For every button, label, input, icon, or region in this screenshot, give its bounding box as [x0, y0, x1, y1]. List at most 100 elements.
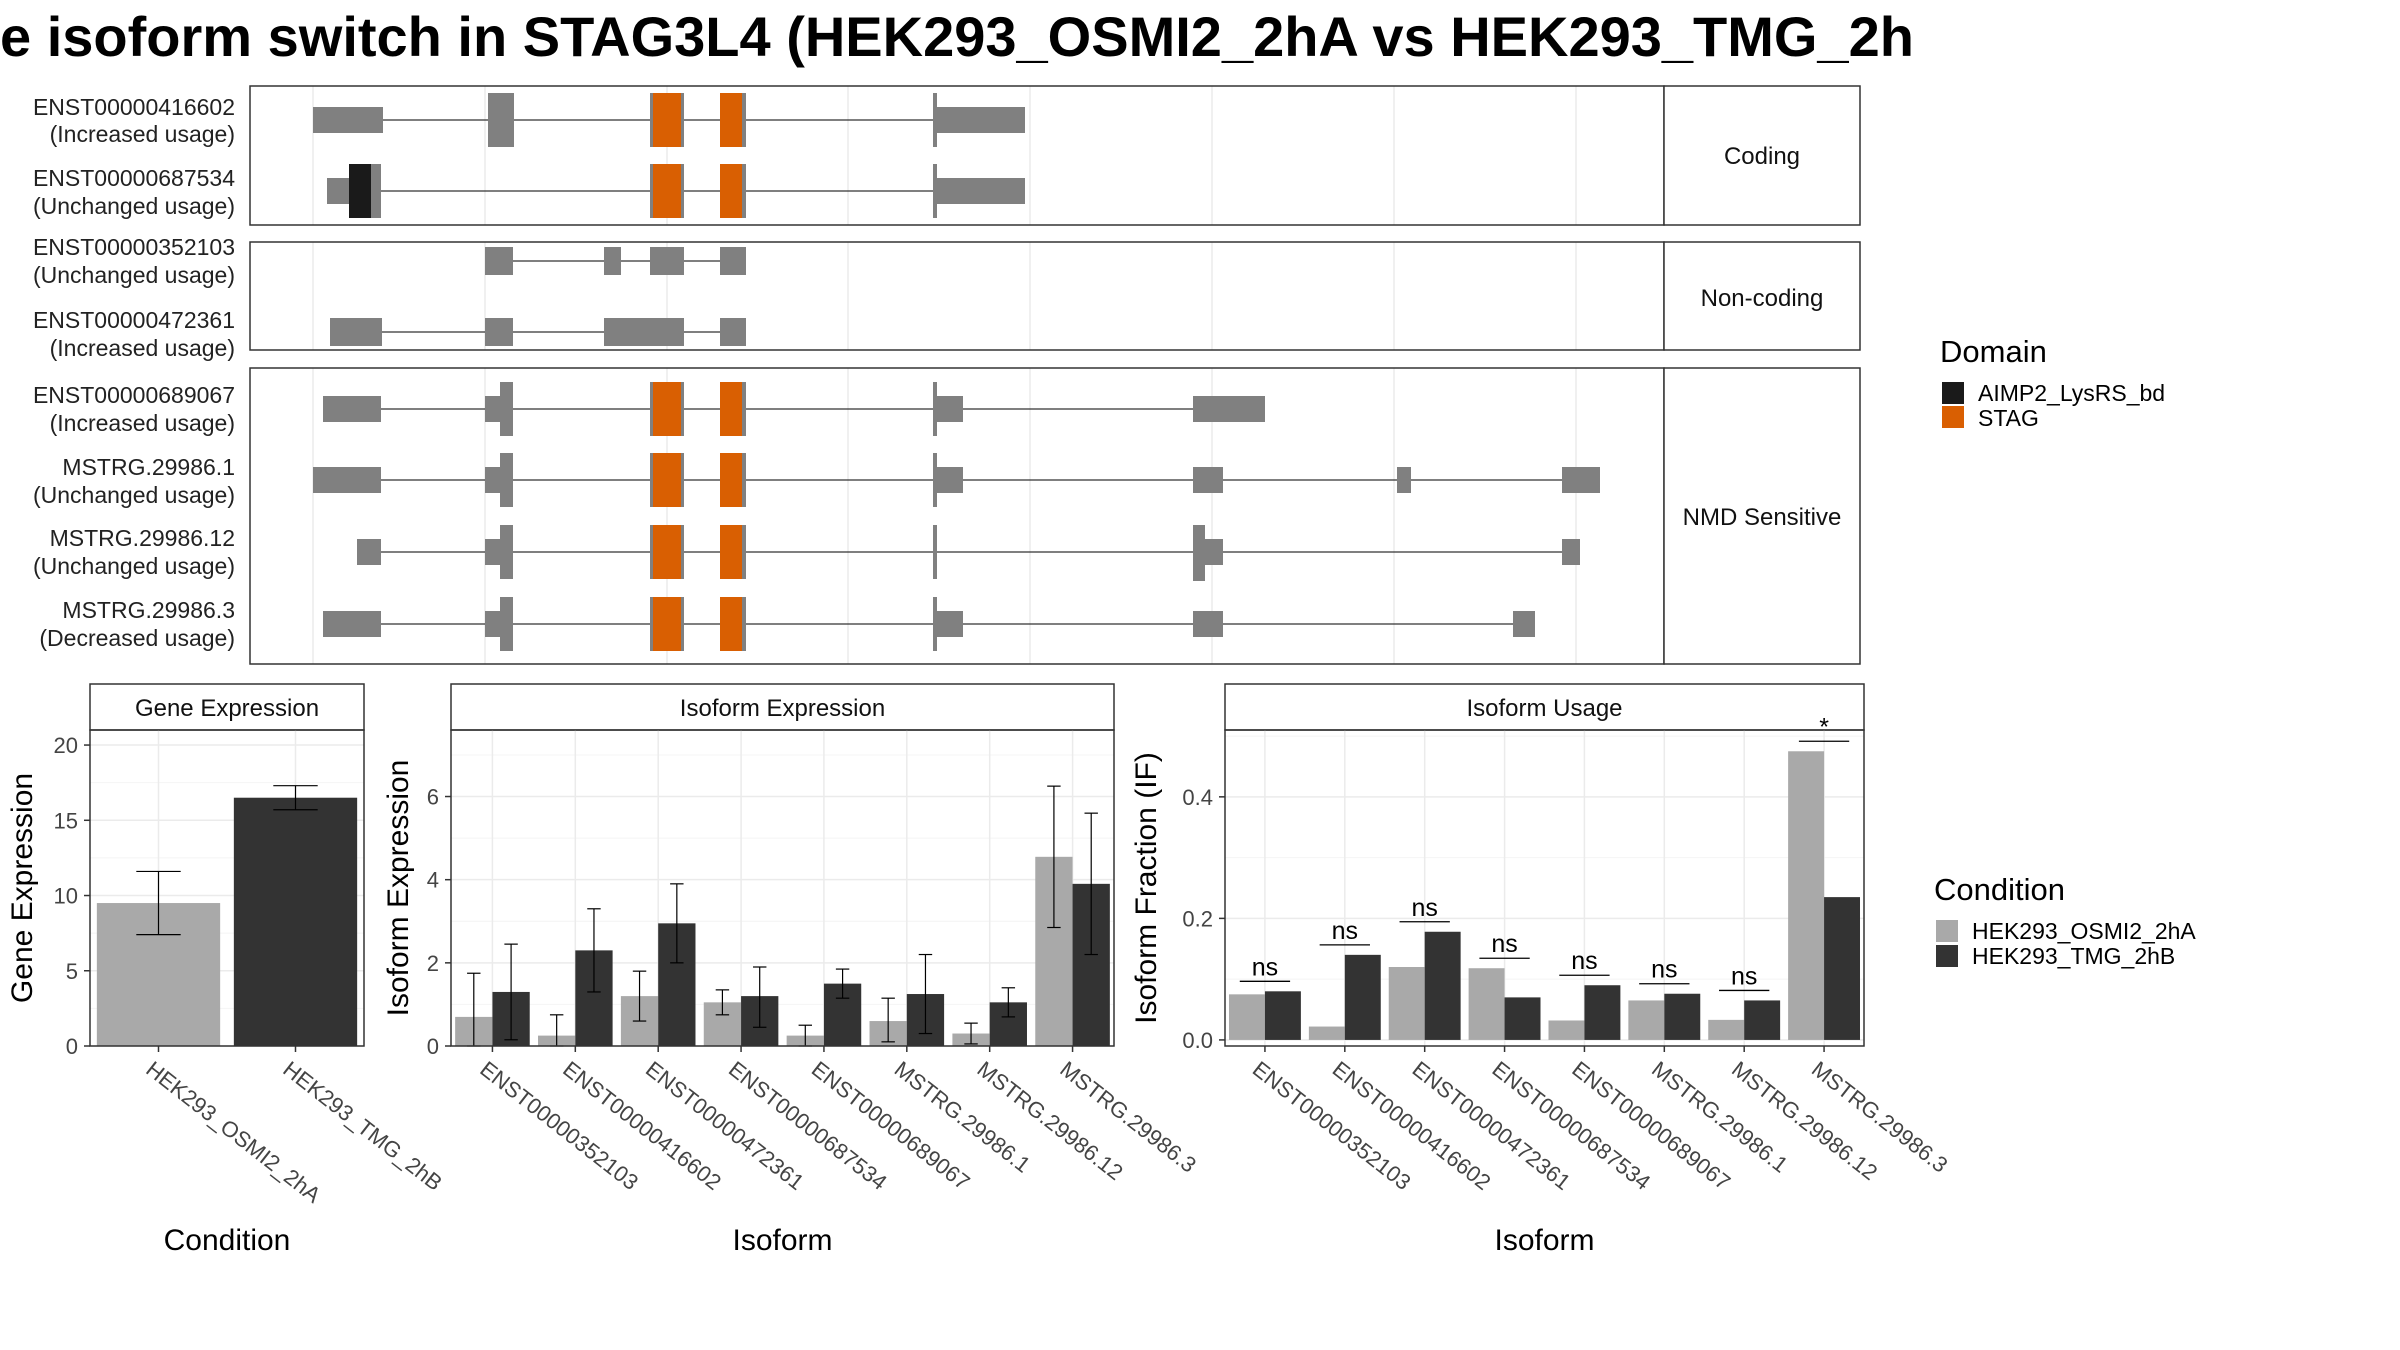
stag-domain-2	[720, 164, 742, 218]
isoform-note-ENST00000416602: (Increased usage)	[50, 121, 235, 147]
isoform-id-ENST00000687534: ENST00000687534	[33, 165, 235, 191]
structure-group-non-coding: Non-coding ENST00000352103 (Unchanged us…	[33, 234, 1861, 361]
isoform-id-ENST00000416602: ENST00000416602	[33, 94, 235, 120]
transcript-ENST00000352103	[485, 247, 746, 275]
stag-domain-2	[720, 93, 742, 147]
x-tick-label: MSTRG.29986.12	[973, 1056, 1128, 1185]
legend-label-osmi2: HEK293_OSMI2_2hA	[1972, 918, 2196, 944]
significance-label: ns	[1571, 947, 1597, 975]
bar	[1788, 751, 1825, 1040]
structure-panel-coding	[249, 85, 1665, 226]
legend-swatch-aimp2	[1942, 382, 1964, 404]
stag-domain-1	[653, 93, 681, 147]
significance-label: ns	[1731, 962, 1757, 990]
transcript-ENST00000472361	[330, 318, 746, 346]
legend-swatch-osmi2	[1936, 920, 1958, 942]
legend-swatch-tmg	[1936, 945, 1958, 967]
aimp2-domain	[349, 164, 371, 218]
significance-label: ns	[1491, 930, 1517, 958]
x-tick-label: MSTRG.29986.1	[890, 1056, 1035, 1177]
y-tick-label: 0.0	[1182, 1028, 1213, 1053]
strip-non-coding	[1663, 241, 1861, 351]
y-tick-label: 0.2	[1182, 906, 1213, 931]
y-tick-label: 4	[427, 868, 439, 893]
y-axis-title: Isoform Fraction (IF)	[1130, 752, 1163, 1024]
transcript-MSTRG.29986.1	[313, 453, 1600, 507]
strip-nmd-sensitive	[1663, 367, 1861, 665]
x-axis-title: Condition	[164, 1224, 291, 1257]
bar	[1708, 1019, 1745, 1040]
transcript-ENST00000687534	[327, 164, 1025, 218]
y-tick-label: 10	[54, 884, 78, 909]
isoform-note-MSTRG.29986.1: (Unchanged usage)	[33, 482, 235, 508]
x-tick-label: MSTRG.29986.3	[1055, 1056, 1200, 1177]
strip-coding	[1663, 85, 1861, 226]
bar	[1664, 993, 1701, 1040]
legend-label-tmg: HEK293_TMG_2hB	[1972, 943, 2175, 969]
isoform-id-ENST00000689067: ENST00000689067	[33, 382, 235, 408]
strip-label-nmd-sensitive: NMD Sensitive	[1683, 504, 1842, 531]
x-tick-label: MSTRG.29986.1	[1647, 1056, 1792, 1177]
strip-label-non-coding: Non-coding	[1701, 285, 1824, 312]
bar	[1744, 1000, 1781, 1040]
legend-swatch-stag	[1942, 406, 1964, 428]
panel-title: Isoform Expression	[680, 695, 885, 722]
bar	[1824, 897, 1861, 1040]
isoform-note-ENST00000689067: (Increased usage)	[50, 410, 235, 436]
transcript-MSTRG.29986.3	[323, 597, 1535, 651]
isoform-id-MSTRG.29986.3: MSTRG.29986.3	[62, 597, 235, 623]
legend-condition: Condition HEK293_OSMI2_2hA HEK293_TMG_2h…	[1934, 872, 2196, 969]
bar	[1344, 954, 1381, 1040]
legend-label-stag: STAG	[1978, 405, 2039, 431]
legend-condition-title: Condition	[1934, 872, 2065, 907]
bar	[1388, 967, 1425, 1040]
x-tick-label: ENST00000352103	[475, 1056, 643, 1195]
panel-title: Isoform Usage	[1466, 695, 1622, 722]
significance-label: ns	[1332, 917, 1358, 945]
bar	[233, 797, 358, 1046]
isoform-note-ENST00000352103: (Unchanged usage)	[33, 262, 235, 288]
y-tick-label: 20	[54, 733, 78, 758]
y-tick-label: 15	[54, 808, 78, 833]
x-tick-label: MSTRG.29986.3	[1807, 1056, 1952, 1177]
y-tick-label: 0	[66, 1034, 78, 1059]
legend-label-aimp2: AIMP2_LysRS_bd	[1978, 380, 2165, 406]
legend-domain: Domain AIMP2_LysRS_bd STAG	[1940, 334, 2165, 431]
isoform-usage-panel: Isoform Usage0.00.20.4nsENST00000352103n…	[1130, 683, 1952, 1257]
legend-domain-title: Domain	[1940, 334, 2047, 369]
significance-label: ns	[1651, 956, 1677, 984]
bar	[1264, 991, 1301, 1040]
panel-strip	[450, 683, 1115, 731]
x-tick-label: MSTRG.29986.12	[1727, 1056, 1882, 1185]
bar	[1228, 994, 1265, 1040]
isoform-expression-panel: Isoform Expression0246ENST00000352103ENS…	[382, 683, 1201, 1257]
bar	[1468, 968, 1505, 1040]
y-tick-label: 2	[427, 951, 439, 976]
gene-expression-panel: Gene Expression05101520HEK293_OSMI2_2hAH…	[6, 683, 447, 1257]
bar	[1424, 931, 1461, 1040]
transcript-ENST00000416602	[313, 93, 1025, 147]
isoform-note-MSTRG.29986.3: (Decreased usage)	[39, 625, 235, 651]
structure-panel-non-coding	[249, 241, 1665, 351]
y-axis-title: Gene Expression	[6, 773, 39, 1003]
bar	[1584, 985, 1621, 1040]
strip-label-coding: Coding	[1724, 143, 1800, 170]
bar	[1628, 1000, 1665, 1040]
significance-label: ns	[1252, 953, 1278, 981]
y-tick-label: 0.4	[1182, 785, 1213, 810]
significance-label: ns	[1411, 894, 1437, 922]
isoform-note-MSTRG.29986.12: (Unchanged usage)	[33, 553, 235, 579]
y-tick-label: 6	[427, 785, 439, 810]
y-tick-label: 0	[427, 1034, 439, 1059]
figure-title: e isoform switch in STAG3L4 (HEK293_OSMI…	[0, 5, 1914, 68]
stag-domain-1	[653, 164, 681, 218]
bar	[1548, 1020, 1585, 1040]
x-axis-title: Isoform	[1494, 1224, 1594, 1257]
transcript-ENST00000689067	[323, 382, 1265, 436]
structure-group-coding: Coding ENST00000416602 (Increased usage)…	[33, 85, 1861, 226]
isoform-id-ENST00000352103: ENST00000352103	[33, 234, 235, 260]
y-tick-label: 5	[66, 959, 78, 984]
isoform-id-ENST00000472361: ENST00000472361	[33, 307, 235, 333]
panel-border	[450, 729, 1115, 1047]
